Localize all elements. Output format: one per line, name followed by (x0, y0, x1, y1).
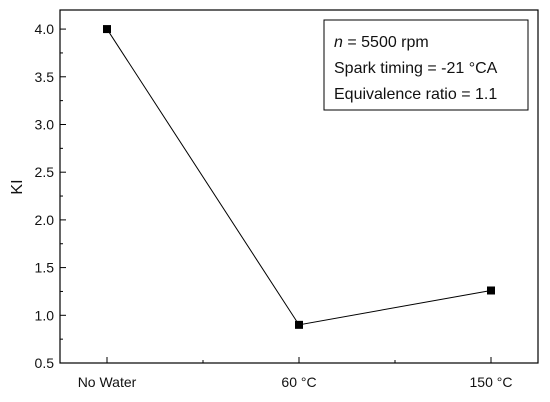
x-tick-label: 150 °C (470, 374, 513, 390)
data-point (295, 320, 303, 329)
y-tick-label: 1.0 (35, 307, 55, 323)
legend-frame (323, 19, 529, 111)
y-axis-label: KI (9, 179, 26, 194)
annotation-spark-timing: Spark timing = -21 °CA (334, 60, 498, 77)
y-axis: 0.5 1.0 1.5 2.0 2.5 3.0 3.5 4.0 (35, 21, 66, 371)
annotation-speed-variable: n (334, 34, 343, 51)
x-tick-label: No Water (78, 374, 137, 390)
data-point (487, 286, 495, 295)
y-tick-label: 2.5 (35, 164, 55, 180)
annotation-equivalence-ratio: Equivalence ratio = 1.1 (334, 86, 497, 103)
data-point (103, 25, 111, 34)
annotation-speed: n = 5500 rpm (334, 34, 429, 51)
y-tick-label: 1.5 (35, 260, 55, 276)
y-tick-label: 3.5 (35, 69, 55, 85)
y-tick-label: 3.0 (35, 116, 55, 132)
x-tick-label: 60 °C (281, 374, 316, 390)
annotation-speed-value: = 5500 rpm (343, 34, 429, 51)
series-layer (103, 25, 495, 329)
y-tick-label: 4.0 (35, 21, 55, 37)
x-axis: No Water 60 °C 150 °C (78, 357, 513, 390)
y-tick-label: 0.5 (35, 355, 55, 371)
legend-box: n = 5500 rpm Spark timing = -21 °CA Equi… (323, 19, 529, 111)
y-tick-label: 2.0 (35, 212, 55, 228)
